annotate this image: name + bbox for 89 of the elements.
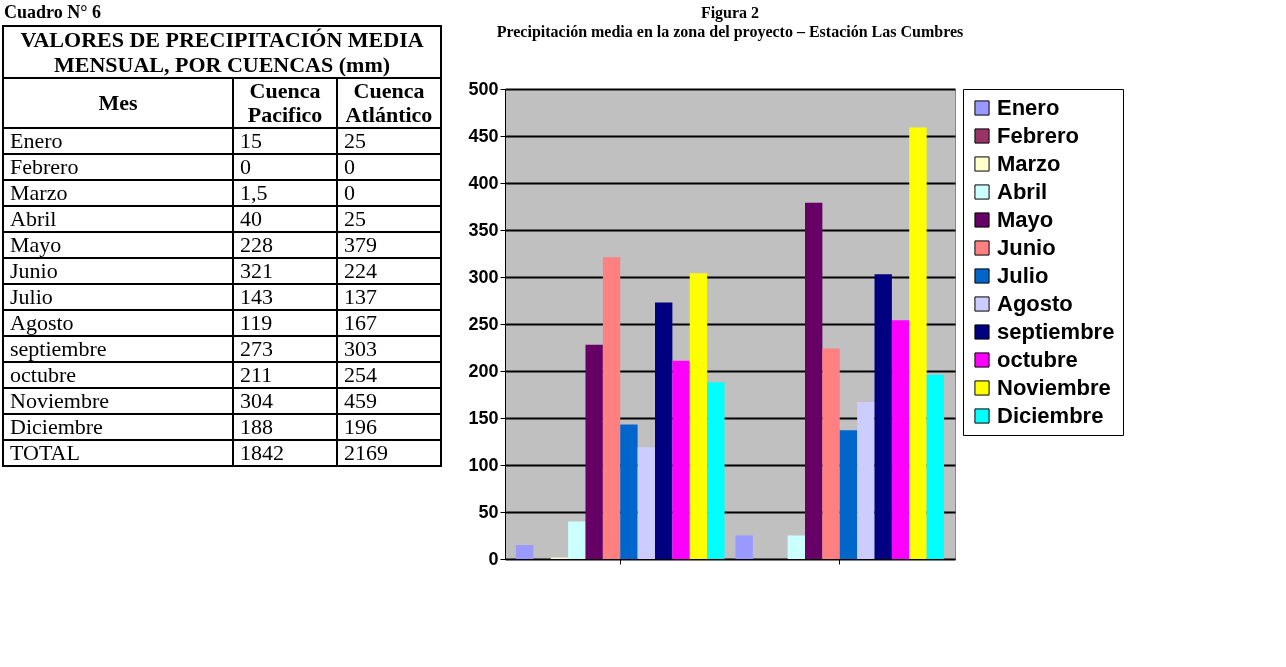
data-label: 224: [337, 258, 441, 284]
bar: [689, 273, 708, 559]
bar: [926, 374, 945, 559]
bar: [602, 257, 621, 559]
bar: [637, 447, 655, 559]
data-label: 119: [233, 310, 337, 336]
bar: [515, 544, 534, 559]
legend-label: Enero: [997, 95, 1060, 120]
data-label: 273: [233, 336, 337, 362]
data-label: 254: [337, 362, 441, 388]
legend-label: Marzo: [997, 151, 1061, 176]
data-label: 459: [337, 388, 441, 414]
bar: [909, 127, 927, 559]
bar: [839, 430, 858, 559]
bar: [585, 344, 603, 559]
data-label: 167: [337, 310, 441, 336]
y-tick-label: 50: [478, 501, 499, 522]
data-label: 1,5: [233, 180, 337, 206]
category-label: Enero: [3, 128, 233, 154]
data-label: 15: [233, 128, 337, 154]
data-label: 137: [337, 284, 441, 310]
category-label: Noviembre: [3, 388, 233, 414]
bar: [620, 424, 638, 559]
legend-label: Julio: [997, 263, 1049, 288]
legend-label: Agosto: [997, 291, 1073, 316]
y-tick-label: 200: [468, 360, 499, 381]
data-label: 40: [233, 206, 337, 232]
data-label: 321: [233, 258, 337, 284]
text: Mes: [3, 78, 233, 128]
category-label: Febrero: [3, 154, 233, 180]
data-label: 0: [337, 154, 441, 180]
bar: [655, 302, 673, 559]
data-label: 211: [233, 362, 337, 388]
bar: [805, 202, 823, 559]
data-label: 303: [337, 336, 441, 362]
category-label: Junio: [3, 258, 233, 284]
data-label: 188: [233, 414, 337, 440]
y-tick-label: 450: [468, 125, 499, 146]
data-label: 196: [337, 414, 441, 440]
data-label: 304: [233, 388, 337, 414]
text: VALORES DE PRECIPITACIÓN MEDIA MENSUAL, POR CUENCAS (mm): [3, 26, 441, 78]
y-tick-label: 250: [468, 313, 499, 334]
legend-label: Febrero: [997, 123, 1079, 148]
legend-label: Mayo: [997, 207, 1054, 232]
data-label: 379: [337, 232, 441, 258]
y-tick-label: 500: [468, 78, 499, 99]
text: Cuenca Pacifico: [233, 78, 337, 128]
bar: [891, 320, 910, 559]
legend-label: octubre: [997, 347, 1078, 372]
category-label: octubre: [3, 362, 233, 388]
legend-label: septiembre: [997, 319, 1115, 344]
y-tick-label: 0: [488, 548, 499, 569]
bar: [707, 382, 725, 559]
bar: [735, 535, 753, 559]
data-label: 1842: [233, 440, 337, 466]
category-label: Marzo: [3, 180, 233, 206]
bar: [874, 274, 892, 559]
category-label: septiembre: [3, 336, 233, 362]
y-tick-label: 400: [468, 172, 499, 193]
category-label: Julio: [3, 284, 233, 310]
category-label: Mayo: [3, 232, 233, 258]
legend-label: Cuenca Atlántico: [337, 78, 441, 128]
chart-subtitle: Precipitación media en la zona del proyecto – Estación Las Cumbres: [496, 23, 964, 41]
data-label: 0: [233, 154, 337, 180]
text: Cuadro N° 6: [4, 2, 102, 23]
y-tick-label: 350: [468, 219, 499, 240]
y-tick-label: 150: [468, 407, 499, 428]
y-tick-label: 100: [468, 454, 499, 475]
data-label: 25: [337, 128, 441, 154]
data-label: 228: [233, 232, 337, 258]
legend-label: Diciembre: [997, 403, 1104, 428]
data-label: 0: [337, 180, 441, 206]
bar: [568, 521, 586, 559]
category-label: Abril: [3, 206, 233, 232]
data-label: 25: [337, 206, 441, 232]
data-label: 2169: [337, 440, 441, 466]
legend-label: Junio: [997, 235, 1056, 260]
category-label: Agosto: [3, 310, 233, 336]
legend-label: Abril: [997, 179, 1048, 204]
category-label: TOTAL: [3, 440, 233, 466]
chart-title: Figura 2: [700, 4, 760, 22]
data-label: 143: [233, 284, 337, 310]
bar: [787, 535, 805, 559]
bar: [822, 348, 840, 559]
bar: [672, 360, 690, 559]
legend-label: Noviembre: [997, 375, 1111, 400]
y-tick-label: 300: [468, 266, 499, 287]
category-label: Diciembre: [3, 414, 233, 440]
bar: [857, 402, 875, 559]
